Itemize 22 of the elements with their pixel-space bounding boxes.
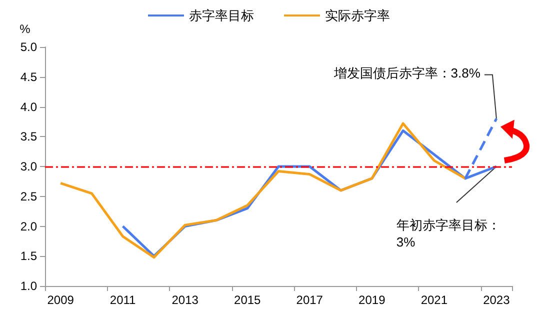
y-tick-label: 5.0 [20, 40, 38, 54]
x-tick-label: 2021 [420, 293, 448, 307]
x-tick-label: 2011 [110, 293, 136, 307]
annotation: 年初赤字率目标：3% [396, 218, 500, 250]
x-tick-label: 2023 [483, 293, 510, 307]
y-axis-title: % [20, 22, 31, 36]
y-tick-label: 2.5 [20, 189, 38, 204]
y-tick-label: 1.5 [20, 249, 38, 264]
y-tick-label: 3.0 [20, 160, 38, 174]
y-tick-label: 4.0 [20, 100, 38, 114]
x-tick-label: 2013 [172, 293, 199, 307]
x-tick-label: 2017 [296, 293, 324, 307]
y-tick-label: 2.0 [20, 219, 38, 234]
legend-label: 赤字率目标 [189, 8, 254, 23]
y-tick-label: 4.5 [20, 70, 38, 84]
x-tick-label: 2009 [47, 293, 74, 307]
legend-label: 实际赤字率 [325, 8, 390, 23]
y-tick-label: 1.0 [20, 279, 38, 293]
x-tick-label: 2019 [358, 293, 386, 307]
annotation: 增发国债后赤字率：3.8% [332, 66, 481, 81]
x-tick-label: 2015 [234, 293, 262, 307]
y-tick-label: 3.5 [20, 130, 38, 144]
